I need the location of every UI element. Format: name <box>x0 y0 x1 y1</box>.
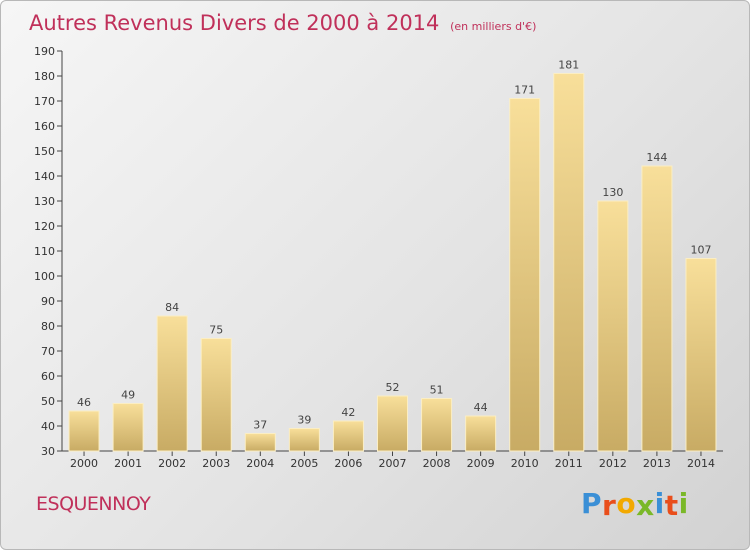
bar-value-label: 181 <box>558 59 579 72</box>
chart-title-text: Autres Revenus Divers de 2000 à 2014 <box>29 11 440 35</box>
x-tick-label: 2006 <box>334 457 362 470</box>
y-tick-label: 190 <box>34 45 55 58</box>
x-tick-label: 2012 <box>599 457 627 470</box>
chart-subtitle: (en milliers d'€) <box>450 20 537 33</box>
bar-value-label: 171 <box>514 84 535 97</box>
y-tick-label: 110 <box>34 245 55 258</box>
logo-letter: i <box>678 487 689 520</box>
x-tick-label: 2007 <box>379 457 407 470</box>
y-tick-label: 180 <box>34 70 55 83</box>
bar-value-label: 37 <box>253 419 267 432</box>
y-tick-label: 170 <box>34 95 55 108</box>
y-axis: 30 40 50 60 70 80 90 100 110 120 130 140 150 160 170 18… <box>34 45 63 458</box>
x-tick-label: 2014 <box>687 457 715 470</box>
y-tick-label: 50 <box>41 395 55 408</box>
y-tick-label: 60 <box>41 370 55 383</box>
bar-value-label: 39 <box>297 414 311 427</box>
x-tick-label: 2004 <box>246 457 274 470</box>
y-tick-label: 160 <box>34 120 55 133</box>
x-tick-label: 2010 <box>511 457 539 470</box>
bar-2011 <box>553 73 585 452</box>
y-tick-label: 120 <box>34 220 55 233</box>
bar-value-label: 46 <box>77 396 91 409</box>
bar-2004 <box>244 433 276 452</box>
bars <box>68 73 717 452</box>
x-tick-label: 2008 <box>423 457 451 470</box>
bar-value-label: 75 <box>209 324 223 337</box>
bar-value-label: 144 <box>646 151 667 164</box>
bar-2012 <box>597 200 629 452</box>
bar-value-label: 107 <box>690 244 711 257</box>
x-axis: 2000 2001 2002 2003 2004 2005 2006 2007 2008 2009… <box>62 450 723 470</box>
bar-value-label: 42 <box>341 406 355 419</box>
bar-2006 <box>332 420 364 452</box>
x-tick-label: 2009 <box>467 457 495 470</box>
x-tick-label: 2000 <box>70 457 98 470</box>
bar-2014 <box>685 258 717 452</box>
x-tick-label: 2013 <box>643 457 671 470</box>
logo-letter: r <box>602 489 617 522</box>
bar-2001 <box>112 403 144 452</box>
logo-letter: t <box>664 489 679 522</box>
bar-2013 <box>641 165 673 452</box>
bar-value-label: 44 <box>474 401 488 414</box>
bar-value-label: 51 <box>430 384 444 397</box>
bar-2003 <box>200 338 232 452</box>
bar-value-label: 130 <box>602 186 623 199</box>
bar-value-label: 52 <box>386 381 400 394</box>
bar-2009 <box>465 415 497 452</box>
y-tick-label: 100 <box>34 270 55 283</box>
x-tick-label: 2001 <box>114 457 142 470</box>
bar-value-label: 84 <box>165 301 179 314</box>
bar-labels: 46 49 84 75 37 39 42 52 51 44 171 181 130 144 107 <box>77 59 711 432</box>
place-name: ESQUENNOY <box>36 493 151 515</box>
y-tick-label: 150 <box>34 145 55 158</box>
logo-letter: x <box>636 489 655 522</box>
bar-2002 <box>156 315 188 452</box>
logo-letter: o <box>616 487 637 520</box>
bar-2010 <box>509 98 541 452</box>
x-tick-label: 2011 <box>555 457 583 470</box>
x-tick-label: 2003 <box>202 457 230 470</box>
bar-2000 <box>68 410 100 452</box>
x-tick-label: 2005 <box>290 457 318 470</box>
y-tick-label: 40 <box>41 420 55 433</box>
y-tick-label: 140 <box>34 170 55 183</box>
bar-2007 <box>377 395 408 452</box>
bar-2005 <box>288 428 320 452</box>
bar-2008 <box>421 398 453 452</box>
proxiti-logo: Proxiti <box>581 487 689 522</box>
logo-letter: P <box>581 487 603 520</box>
y-tick-label: 30 <box>41 445 55 458</box>
y-tick-label: 80 <box>41 320 55 333</box>
chart-title: Autres Revenus Divers de 2000 à 2014 (en… <box>29 11 536 35</box>
y-tick-label: 90 <box>41 295 55 308</box>
x-tick-label: 2002 <box>158 457 186 470</box>
logo-letter: i <box>654 487 665 520</box>
y-tick-label: 130 <box>34 195 55 208</box>
y-tick-label: 70 <box>41 345 55 358</box>
bar-value-label: 49 <box>121 389 135 402</box>
